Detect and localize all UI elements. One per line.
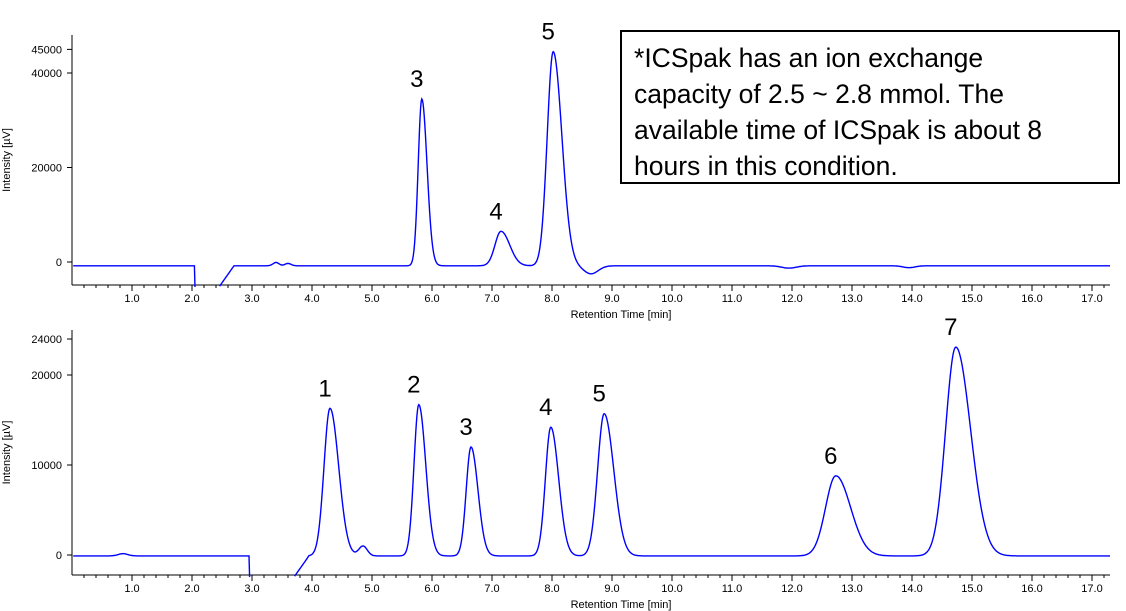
x-tick-label: 6.0: [424, 583, 439, 595]
x-tick-label: 9.0: [604, 293, 619, 305]
y-tick-label: 45000: [31, 44, 62, 56]
signal-trace: [73, 346, 1110, 578]
peak-label: 5: [542, 19, 555, 46]
x-tick-label: 10.0: [661, 583, 682, 595]
y-axis-label: Intensity [µV]: [1, 128, 13, 192]
x-tick-label: 15.0: [961, 293, 982, 305]
x-tick-label: 5.0: [364, 583, 379, 595]
x-tick-label: 16.0: [1021, 293, 1042, 305]
x-tick-label: 3.0: [244, 293, 259, 305]
x-axis-label: Retention Time [min]: [571, 599, 672, 611]
x-tick-label: 3.0: [244, 583, 259, 595]
x-tick-label: 1.0: [124, 293, 139, 305]
x-tick-label: 1.0: [124, 583, 139, 595]
x-tick-label: 7.0: [484, 293, 499, 305]
x-tick-label: 8.0: [544, 293, 559, 305]
peak-label: 7: [944, 314, 957, 341]
note-line-1: *ICSpak has an ion exchange: [634, 43, 984, 73]
x-tick-label: 13.0: [841, 293, 862, 305]
x-tick-label: 10.0: [661, 293, 682, 305]
x-tick-label: 4.0: [304, 293, 319, 305]
x-axis-label: Retention Time [min]: [571, 309, 672, 321]
x-tick-label: 4.0: [304, 583, 319, 595]
x-tick-label: 12.0: [781, 583, 802, 595]
y-tick-label: 10000: [31, 460, 62, 472]
x-tick-label: 17.0: [1081, 583, 1102, 595]
chart-panel-1: 1.0 2.0 3.0 4.0 5.0 6.0 7.0 8.0 9.0 10.0 11.0 12.0 1…: [1, 19, 1110, 321]
y-tick-label: 0: [56, 550, 62, 562]
note-box: *ICSpak has an ion exchange capacity of …: [620, 30, 1120, 184]
x-tick-label: 11.0: [722, 583, 743, 595]
x-tick-label: 6.0: [424, 293, 439, 305]
y-tick-label: 0: [56, 257, 62, 269]
x-tick-label: 13.0: [841, 583, 862, 595]
x-tick-label: 2.0: [184, 583, 199, 595]
chart-panel-2: 1.0 2.0 3.0 4.0 5.0 6.0 7.0 8.0 9.0 10.0 11.0 12.0 1…: [1, 314, 1110, 611]
peak-label: 3: [459, 414, 472, 441]
y-tick-label: 24000: [31, 334, 62, 346]
y-tick-label: 40000: [31, 68, 62, 80]
peak-label: 5: [593, 381, 606, 408]
peak-label: 4: [489, 198, 502, 225]
peak-label: 3: [410, 66, 423, 93]
note-line-2: capacity of 2.5 ~ 2.8 mmol. The: [634, 79, 1004, 109]
y-axis-label: Intensity [µV]: [1, 421, 13, 485]
x-tick-label: 17.0: [1081, 293, 1102, 305]
note-line-3: available time of ICSpak is about 8: [634, 115, 1043, 145]
x-tick-label: 11.0: [722, 293, 743, 305]
y-tick-label: 20000: [31, 370, 62, 382]
x-tick-label: 5.0: [364, 293, 379, 305]
y-tick-label: 20000: [31, 163, 62, 175]
x-tick-label: 16.0: [1021, 583, 1042, 595]
x-tick-label: 7.0: [484, 583, 499, 595]
x-tick-label: 2.0: [184, 293, 199, 305]
peak-label: 4: [539, 394, 552, 421]
peak-label: 1: [318, 375, 331, 402]
x-tick-label: 9.0: [604, 583, 619, 595]
x-tick-label: 12.0: [781, 293, 802, 305]
peak-label: 6: [824, 443, 837, 470]
peak-label: 2: [407, 372, 420, 399]
x-tick-label: 14.0: [901, 583, 922, 595]
x-tick-label: 15.0: [961, 583, 982, 595]
x-tick-label: 8.0: [544, 583, 559, 595]
x-tick-label: 14.0: [901, 293, 922, 305]
signal-trace: [73, 50, 1110, 288]
note-line-4: hours in this condition.: [634, 151, 898, 181]
